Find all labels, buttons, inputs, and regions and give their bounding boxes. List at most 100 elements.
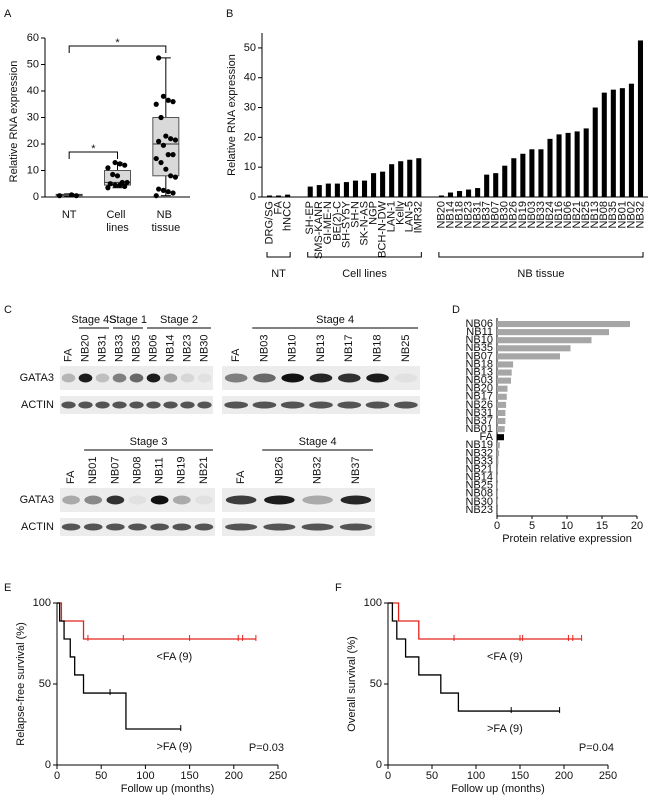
- bar: [497, 418, 506, 425]
- group-bracket: [438, 252, 644, 258]
- actin-band: [129, 401, 144, 409]
- y-tick-label: 10: [244, 161, 256, 173]
- significance-bracket: [68, 151, 118, 159]
- x-tick-label: NB26: [508, 201, 520, 229]
- gata3-band: [394, 373, 418, 383]
- bar: [497, 329, 609, 336]
- x-tick-label: FA: [272, 200, 284, 214]
- data-point: [172, 137, 179, 143]
- x-tick-label: SH-EP: [304, 201, 316, 235]
- group-label: Stage 3: [130, 436, 168, 448]
- group-label: Cell lines: [342, 268, 387, 280]
- bar: [497, 426, 505, 433]
- y-tick-label: NB30: [465, 496, 493, 508]
- bar: [556, 134, 562, 197]
- bar: [416, 158, 422, 197]
- bar: [574, 131, 580, 197]
- actin-band: [172, 523, 192, 531]
- y-tick-label: NB33: [465, 455, 493, 467]
- bar: [628, 83, 634, 197]
- text-line: lines: [106, 222, 129, 234]
- x-tick-label: NGP: [367, 201, 379, 225]
- y-tick-label: NB13: [465, 366, 493, 378]
- x-tick-label: NB35: [607, 201, 619, 229]
- lane-label: FA: [62, 348, 74, 362]
- actin-band: [337, 401, 362, 409]
- bar: [266, 195, 273, 197]
- data-point: [114, 173, 121, 179]
- gata3-band: [253, 373, 276, 383]
- box: [152, 117, 180, 177]
- data-point: [170, 99, 176, 105]
- group-label: Stage 2: [160, 314, 198, 326]
- x-tick-label: NB06: [562, 201, 574, 229]
- actin-band: [263, 523, 296, 531]
- data-point: [153, 193, 159, 199]
- x-tick-label: SMS-KANR: [313, 201, 325, 259]
- lane-label: NB19: [176, 456, 188, 484]
- actin-band: [128, 523, 147, 531]
- bar: [511, 158, 517, 197]
- lane-label: NB17: [343, 334, 355, 362]
- y-tick-label: 0: [33, 191, 39, 203]
- x-axis-label: Follow up (months): [121, 783, 215, 795]
- survival-curve: [57, 602, 256, 640]
- data-point: [156, 55, 162, 61]
- data-point: [172, 174, 179, 180]
- data-point: [110, 171, 116, 178]
- bar: [456, 191, 463, 197]
- x-tick-label: IMR32: [413, 201, 425, 233]
- bar: [316, 185, 322, 197]
- x-tick-label: LAN-5: [404, 201, 416, 232]
- bar: [497, 482, 498, 489]
- bar: [475, 188, 481, 197]
- y-tick-label: 50: [27, 58, 39, 70]
- y-axis-label: Relapse-free survival (%): [15, 622, 27, 745]
- bar: [407, 159, 413, 197]
- x-tick-label: BCH-N-DW: [377, 200, 389, 257]
- x-tick-label: NB14: [444, 201, 456, 229]
- bar: [334, 183, 340, 197]
- bar: [497, 353, 560, 360]
- y-tick-label: NB25: [465, 480, 493, 492]
- x-tick-label: NB37: [481, 201, 493, 229]
- data-point: [156, 186, 162, 192]
- actin-band: [225, 523, 258, 531]
- y-tick-label: 40: [244, 72, 256, 84]
- y-axis-label: Relative RNA expression: [8, 61, 20, 183]
- lane-label: FA: [230, 348, 242, 362]
- panel-label: E: [4, 582, 11, 594]
- group-label: Stage 4S: [71, 314, 116, 326]
- y-tick-label: 100: [33, 597, 51, 609]
- bar: [583, 128, 589, 197]
- data-point: [158, 114, 164, 121]
- lane-label: NB07: [109, 456, 121, 484]
- bar: [497, 369, 512, 376]
- gata3-band: [146, 373, 161, 383]
- x-tick-label: NB30: [499, 201, 511, 229]
- bar: [520, 153, 526, 197]
- x-tick-label: BE(2)-C: [331, 201, 343, 241]
- annotation: P=0.03: [249, 742, 284, 754]
- gata3-band: [366, 373, 389, 383]
- bar: [610, 89, 616, 197]
- gata3-band: [197, 373, 212, 383]
- group-label: NB tissue: [517, 268, 564, 280]
- bar: [285, 194, 291, 197]
- data-point: [56, 193, 63, 199]
- panel-label: C: [4, 304, 12, 316]
- y-tick-label: NB14: [465, 472, 493, 484]
- data-point: [117, 161, 123, 167]
- bar: [307, 186, 313, 197]
- x-tick-label: DRG/SG: [263, 201, 275, 244]
- x-tick-label: NB23: [462, 201, 474, 229]
- row-label: ACTIN: [21, 521, 54, 533]
- bar: [380, 171, 386, 197]
- group-label: Stage 4: [316, 314, 354, 326]
- y-tick-label: NB19: [465, 439, 493, 451]
- x-tick-label: Kelly: [395, 201, 407, 225]
- bar: [497, 458, 499, 465]
- data-point: [170, 152, 176, 158]
- bar: [497, 434, 504, 441]
